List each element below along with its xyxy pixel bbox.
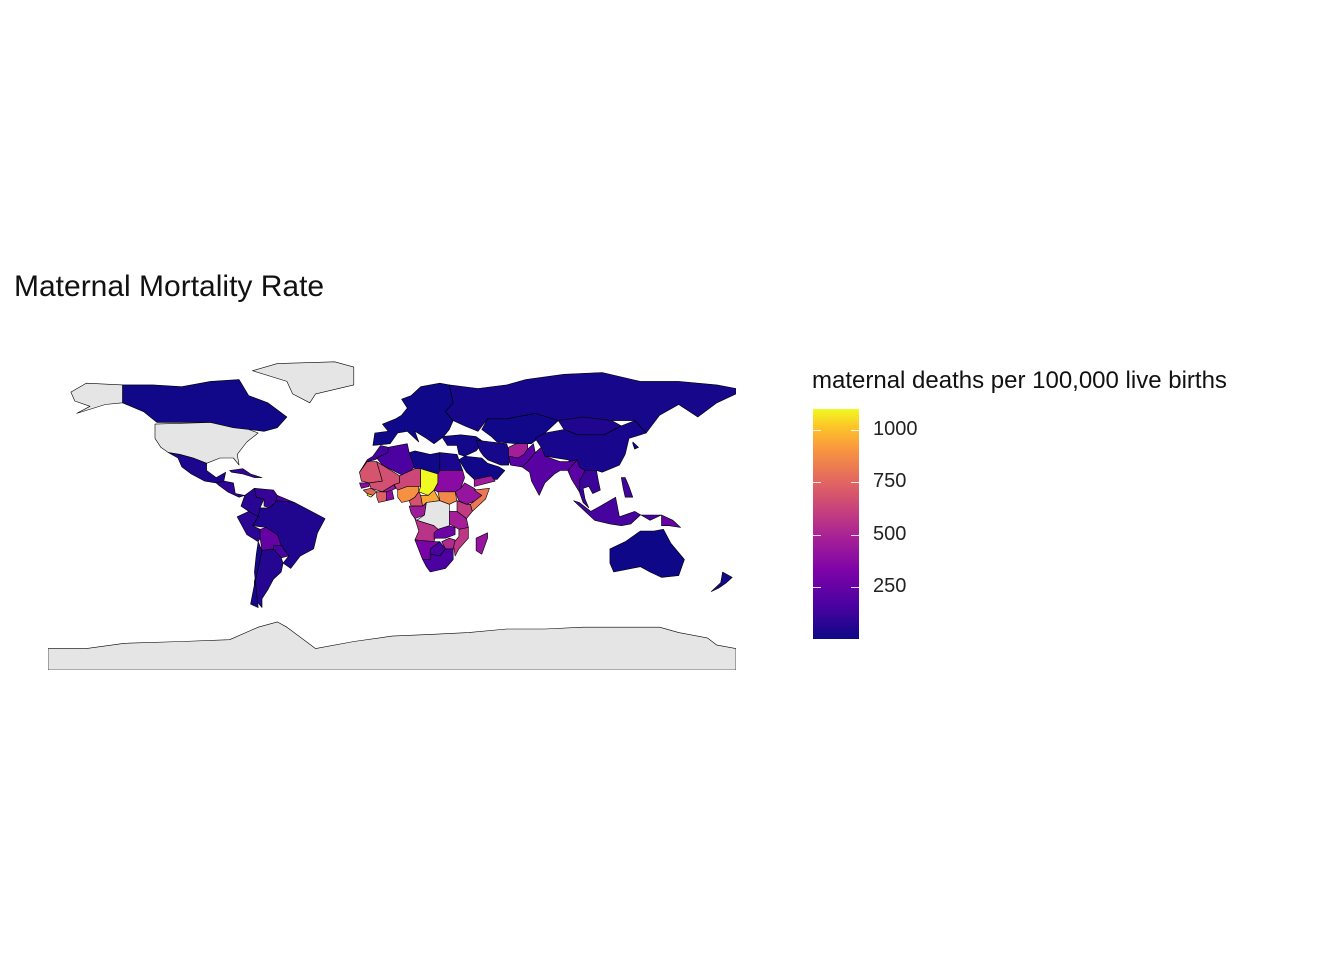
country-south-sudan — [437, 491, 458, 505]
country-saudi-arabia — [458, 455, 506, 480]
legend-tick-label: 1000 — [873, 417, 918, 440]
country-mexico — [168, 452, 226, 484]
map-title: Maternal Mortality Rate — [14, 270, 325, 303]
country-argentina — [254, 548, 284, 608]
legend-tick-mark — [813, 587, 821, 589]
country-greenland — [252, 361, 355, 404]
legend-tick-mark — [851, 482, 859, 484]
country-iran — [475, 439, 511, 466]
country-senegal — [359, 482, 370, 489]
legend-tick-label: 250 — [873, 575, 907, 598]
country-guinea — [362, 488, 378, 496]
country-chile — [250, 541, 263, 608]
country-australia — [609, 529, 685, 578]
world-choropleth-map — [48, 361, 736, 670]
country-japan-korea — [632, 441, 639, 450]
country-antarctica — [48, 621, 736, 670]
country-southeast-asia — [578, 470, 601, 509]
legend-title: maternal deaths per 100,000 live births — [812, 367, 1227, 394]
country-yemen — [473, 475, 496, 487]
country-sierra-leone — [366, 493, 374, 498]
country-caribbean — [229, 468, 263, 478]
country-canada — [122, 379, 288, 436]
country-mozambique — [452, 527, 469, 557]
legend-colorbar — [813, 409, 859, 639]
country-turkey-middle-east — [441, 434, 485, 457]
country-myanmar — [567, 459, 586, 493]
country-china — [534, 420, 647, 473]
legend-tick-label: 500 — [873, 522, 907, 545]
legend-tick-mark — [813, 482, 821, 484]
country-egypt — [439, 452, 464, 471]
country-indonesia — [573, 496, 662, 526]
country-burkina-faso — [382, 484, 397, 493]
legend-tick-mark — [851, 587, 859, 589]
legend-tick-mark — [851, 534, 859, 536]
legend-tick-mark — [813, 429, 821, 431]
legend-tick-mark — [851, 429, 859, 431]
country-madagascar — [475, 532, 488, 555]
country-south-africa — [422, 548, 454, 573]
country-cote-d-ivoire — [376, 491, 387, 503]
country-philippines — [620, 477, 634, 498]
country-papua-new-guinea — [661, 514, 681, 528]
country-central-america — [215, 480, 246, 498]
country-zambia — [433, 525, 456, 539]
country-pakistan — [508, 443, 536, 468]
legend-tick-mark — [813, 534, 821, 536]
country-united-states — [154, 422, 259, 466]
country-russia — [445, 372, 736, 434]
country-new-zealand — [710, 571, 733, 592]
legend-tick-label: 750 — [873, 470, 907, 493]
country-alaska — [70, 382, 123, 414]
country-europe — [372, 382, 454, 446]
